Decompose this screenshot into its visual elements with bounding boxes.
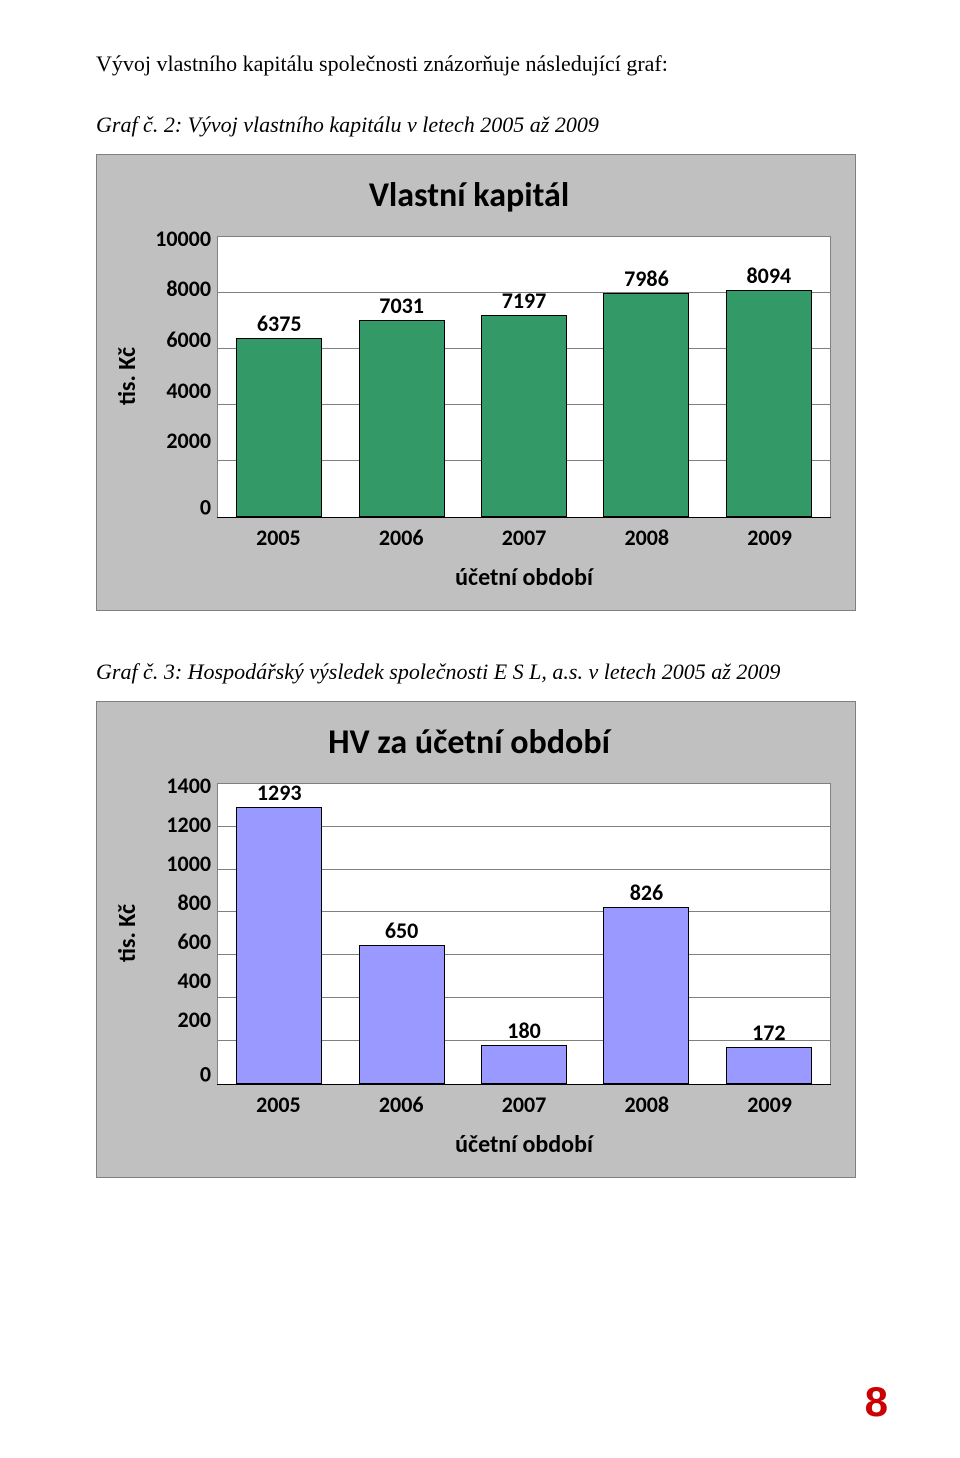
bar-slot: 6375 [218,338,340,517]
x-tick: 2009 [708,518,831,551]
bar-value-label: 7986 [624,265,669,294]
bar: 1293 [236,807,322,1084]
y-tick: 8000 [147,275,217,326]
plot-area: 6375 7031 7197 7986 8094 [217,236,831,517]
bar-slot: 172 [708,1047,830,1084]
bar-value-label: 172 [752,1019,785,1048]
y-tick: 1200 [147,811,217,850]
chart-body: tis. Kč140012001000800600400200012936501… [107,783,831,1167]
bar-value-label: 6375 [257,310,302,339]
bar: 7031 [359,320,445,517]
y-axis-ticks: 1400120010008006004002000 [147,783,217,1083]
y-tick: 4000 [147,377,217,428]
bar-slot: 7197 [463,315,585,517]
chart-hv-ucetni-obdobi: HV za účetní obdobítis. Kč14001200100080… [96,701,856,1178]
chart-body: tis. Kč1000080006000400020000 6375 7031 719… [107,236,831,600]
bar-slot: 826 [585,907,707,1084]
bar: 180 [481,1045,567,1084]
bar-slot: 1293 [218,807,340,1084]
plot-area: 1293 650 180 826 172 [217,783,831,1084]
bar: 8094 [726,290,812,517]
x-tick: 2006 [340,1085,463,1118]
y-tick: 400 [147,967,217,1006]
x-tick: 2005 [217,1085,340,1118]
bar-value-label: 180 [507,1017,540,1046]
x-axis: 20052006200720082009 [217,517,831,551]
y-tick: 2000 [147,427,217,478]
y-tick: 600 [147,928,217,967]
y-tick: 200 [147,1006,217,1045]
chart1-caption: Graf č. 2: Vývoj vlastního kapitálu v le… [96,112,888,138]
y-axis-label-col: tis. Kč [107,783,147,1083]
x-tick: 2008 [585,1085,708,1118]
y-tick: 0 [147,493,217,520]
bar-value-label: 650 [385,917,418,946]
x-tick: 2007 [463,1085,586,1118]
bar: 826 [603,907,689,1084]
bar-value-label: 8094 [747,262,792,291]
x-axis: 20052006200720082009 [217,1084,831,1118]
page: Vývoj vlastního kapitálu společnosti zná… [0,0,960,1458]
x-axis-label: účetní období [217,1118,831,1167]
chart-vlastni-kapital: Vlastní kapitáltis. Kč100008000600040002… [96,154,856,611]
bar: 172 [726,1047,812,1084]
y-axis-ticks: 1000080006000400020000 [147,236,217,516]
y-axis-label: tis. Kč [113,347,142,405]
bar: 7986 [603,293,689,517]
bar: 6375 [236,338,322,517]
bar: 7197 [481,315,567,517]
x-tick: 2008 [585,518,708,551]
bar-slot: 7986 [585,293,707,517]
y-tick: 1000 [147,850,217,889]
bar-slot: 180 [463,1045,585,1084]
bar-value-label: 7031 [379,292,424,321]
bar-value-label: 826 [630,879,663,908]
y-tick: 0 [147,1060,217,1087]
bar-slot: 7031 [340,320,462,517]
x-tick: 2005 [217,518,340,551]
bar: 650 [359,945,445,1084]
intro-text: Vývoj vlastního kapitálu společnosti zná… [96,48,888,80]
x-tick: 2006 [340,518,463,551]
plot-wrap: 129365018082617220052006200720082009účet… [217,783,831,1167]
y-axis-label-col: tis. Kč [107,236,147,516]
bar-slot: 650 [340,945,462,1084]
x-tick: 2009 [708,1085,831,1118]
x-axis-label: účetní období [217,551,831,600]
bar-value-label: 1293 [257,779,302,808]
bar-value-label: 7197 [502,287,547,316]
bar-slot: 8094 [708,290,830,517]
y-tick: 1400 [147,772,217,811]
y-tick: 800 [147,889,217,928]
x-tick: 2007 [463,518,586,551]
plot-wrap: 6375703171977986809420052006200720082009… [217,236,831,600]
y-axis-label: tis. Kč [113,904,142,962]
y-tick: 10000 [147,225,217,276]
y-tick: 6000 [147,326,217,377]
page-number: 8 [865,1378,888,1426]
chart2-caption: Graf č. 3: Hospodářský výsledek společno… [96,659,888,685]
